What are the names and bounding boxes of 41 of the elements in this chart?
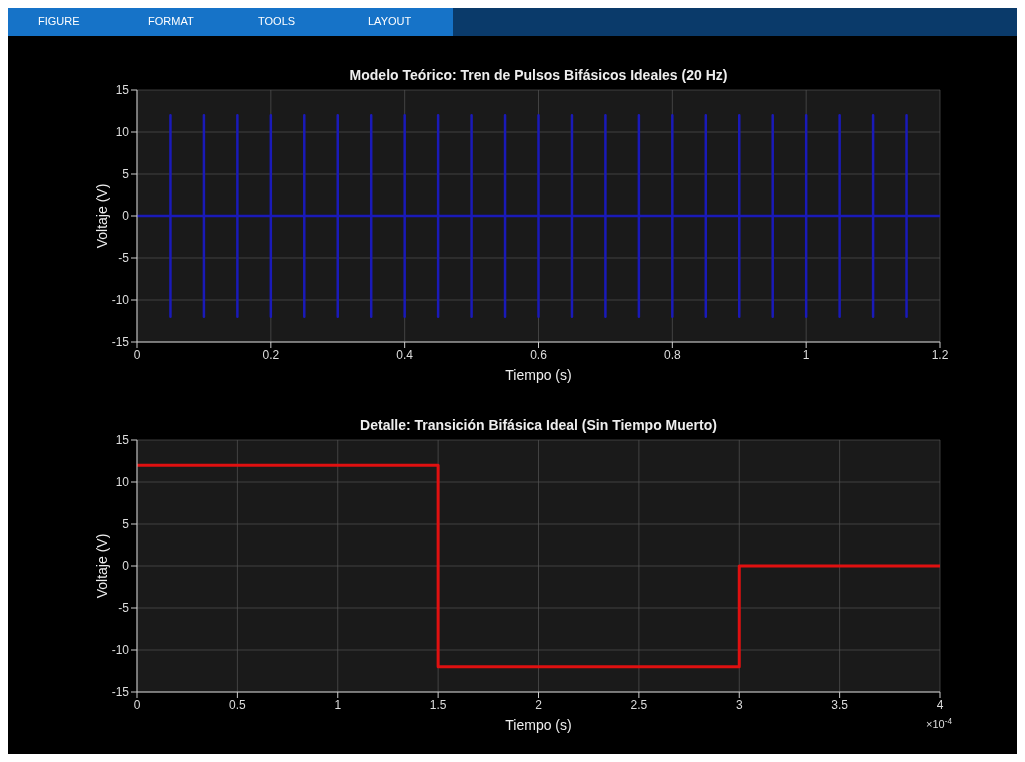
x-tick-label: 3 bbox=[735, 697, 743, 712]
x-tick-label: 0 bbox=[133, 697, 141, 712]
x-axis-title: Tiempo (s) bbox=[505, 367, 572, 383]
y-tick-label: 15 bbox=[115, 83, 130, 98]
x-tick-label: 0.5 bbox=[229, 697, 247, 712]
y-tick-label: -10 bbox=[111, 293, 130, 308]
x-tick-label: 0.8 bbox=[663, 347, 681, 362]
text: FIGURE bbox=[38, 15, 80, 27]
y-tick-label: -15 bbox=[111, 685, 130, 700]
y-tick-label: -10 bbox=[111, 643, 130, 658]
x-tick-label: 2 bbox=[535, 697, 543, 712]
y-tick-label: 0 bbox=[122, 209, 130, 224]
y-axis-title: Voltaje (V) bbox=[93, 533, 110, 599]
chart-title: Modelo Teórico: Tren de Pulsos Bifásicos Ideales (20 Hz) bbox=[349, 67, 728, 83]
x-tick-label: 4 bbox=[936, 697, 944, 712]
y-tick-label: -5 bbox=[118, 601, 130, 616]
y-tick-label: 5 bbox=[122, 517, 130, 532]
y-tick-label: -5 bbox=[118, 251, 130, 266]
chart-title: Detalle: Transición Bifásica Ideal (Sin Tiempo Muerto) bbox=[360, 417, 717, 433]
y-tick-label: 0 bbox=[122, 559, 130, 574]
y-tick-label: 10 bbox=[115, 475, 130, 490]
y-tick-label: 10 bbox=[115, 125, 130, 140]
y-tick-label: -15 bbox=[111, 335, 130, 350]
y-tick-label: 15 bbox=[115, 433, 130, 448]
x-tick-label: 0.2 bbox=[262, 347, 280, 362]
x-tick-label: 1 bbox=[802, 347, 810, 362]
x-tick-label: 2.5 bbox=[630, 697, 648, 712]
x-tick-label: 0 bbox=[133, 347, 141, 362]
x-tick-label: 3.5 bbox=[831, 697, 849, 712]
text: LAYOUT bbox=[368, 15, 412, 27]
x-tick-label: 1.2 bbox=[931, 347, 949, 362]
y-axis-title: Voltaje (V) bbox=[93, 183, 110, 249]
text: TOOLS bbox=[258, 15, 296, 27]
x-tick-label: 1.5 bbox=[429, 697, 447, 712]
text: FORMAT bbox=[148, 15, 194, 27]
y-tick-label: 5 bbox=[122, 167, 130, 182]
text: ×10$^{-4}$ bbox=[925, 716, 953, 730]
x-tick-label: 0.4 bbox=[396, 347, 414, 362]
x-tick-label: 1 bbox=[334, 697, 342, 712]
x-axis-title: Tiempo (s) bbox=[505, 717, 572, 733]
x-tick-label: 0.6 bbox=[530, 347, 548, 362]
